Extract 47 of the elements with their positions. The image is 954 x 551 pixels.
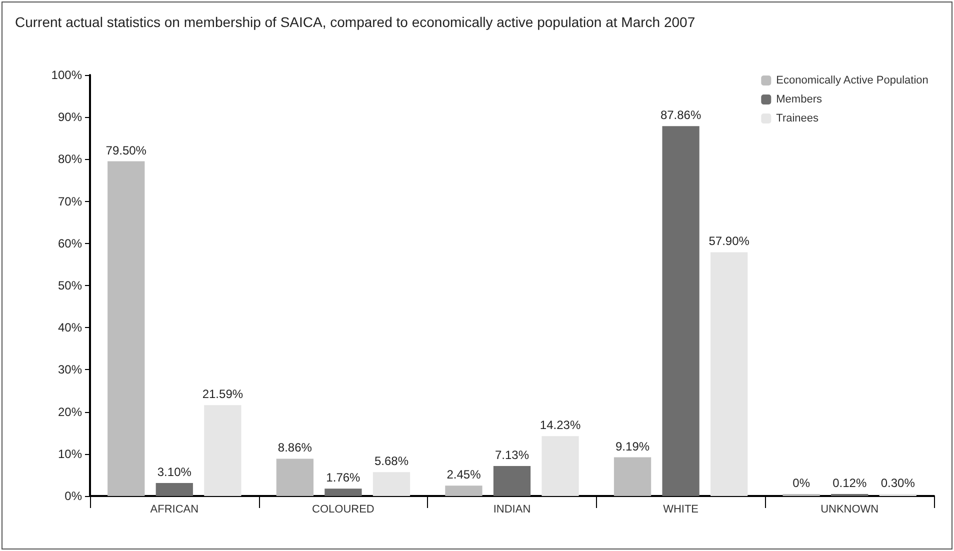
bar xyxy=(542,436,579,496)
legend-label: Trainees xyxy=(776,112,820,124)
data-label: 8.86% xyxy=(278,440,312,455)
bar xyxy=(710,252,748,496)
data-label: 5.68% xyxy=(374,454,409,468)
y-tick-label: 10% xyxy=(58,446,82,461)
data-label: 14.23% xyxy=(540,418,581,432)
data-label: 57.90% xyxy=(708,234,750,248)
y-tick-label: 20% xyxy=(58,404,82,419)
x-tick-label: UNKNOWN xyxy=(820,504,879,516)
data-label: 7.13% xyxy=(494,448,530,462)
data-label: 21.59% xyxy=(202,387,244,402)
bar xyxy=(204,405,242,496)
y-tick-label: 30% xyxy=(58,362,82,377)
y-tick-label: 40% xyxy=(58,320,82,335)
chart-title: Current actual statistics on membership of SAICA, compared to economically active population at March 2007 xyxy=(15,14,696,30)
data-label: 0.12% xyxy=(832,476,867,490)
data-label: 3.10% xyxy=(157,464,192,479)
legend-label: Economically Active Population xyxy=(776,74,928,86)
data-label: 87.86% xyxy=(660,108,702,122)
data-label: 79.50% xyxy=(106,143,147,158)
data-label: 2.45% xyxy=(446,468,482,482)
bar xyxy=(324,488,362,496)
data-label: 1.76% xyxy=(326,470,361,485)
y-tick-label: 70% xyxy=(58,194,82,208)
bar xyxy=(662,126,700,496)
y-tick-label: 0% xyxy=(64,489,82,503)
bar xyxy=(156,482,193,496)
data-label: 0.30% xyxy=(880,476,916,490)
y-tick-label: 90% xyxy=(58,110,82,124)
x-tick-label: COLOURED xyxy=(312,504,374,516)
y-tick-label: 80% xyxy=(58,152,82,166)
bar xyxy=(614,457,652,496)
bar xyxy=(276,458,314,496)
bar xyxy=(372,472,410,496)
x-tick-label: WHITE xyxy=(663,504,699,516)
y-tick-label: 50% xyxy=(58,278,82,292)
bar xyxy=(108,161,145,496)
data-label: 0% xyxy=(792,476,810,490)
x-tick-label: AFRICAN xyxy=(150,504,199,516)
bar xyxy=(445,486,482,496)
legend-label: Members xyxy=(776,94,822,106)
y-tick-label: 60% xyxy=(58,236,82,250)
data-label: 9.19% xyxy=(616,439,650,454)
x-tick-label: INDIAN xyxy=(493,504,531,516)
bar xyxy=(493,466,531,496)
y-tick-label: 100% xyxy=(51,68,82,82)
